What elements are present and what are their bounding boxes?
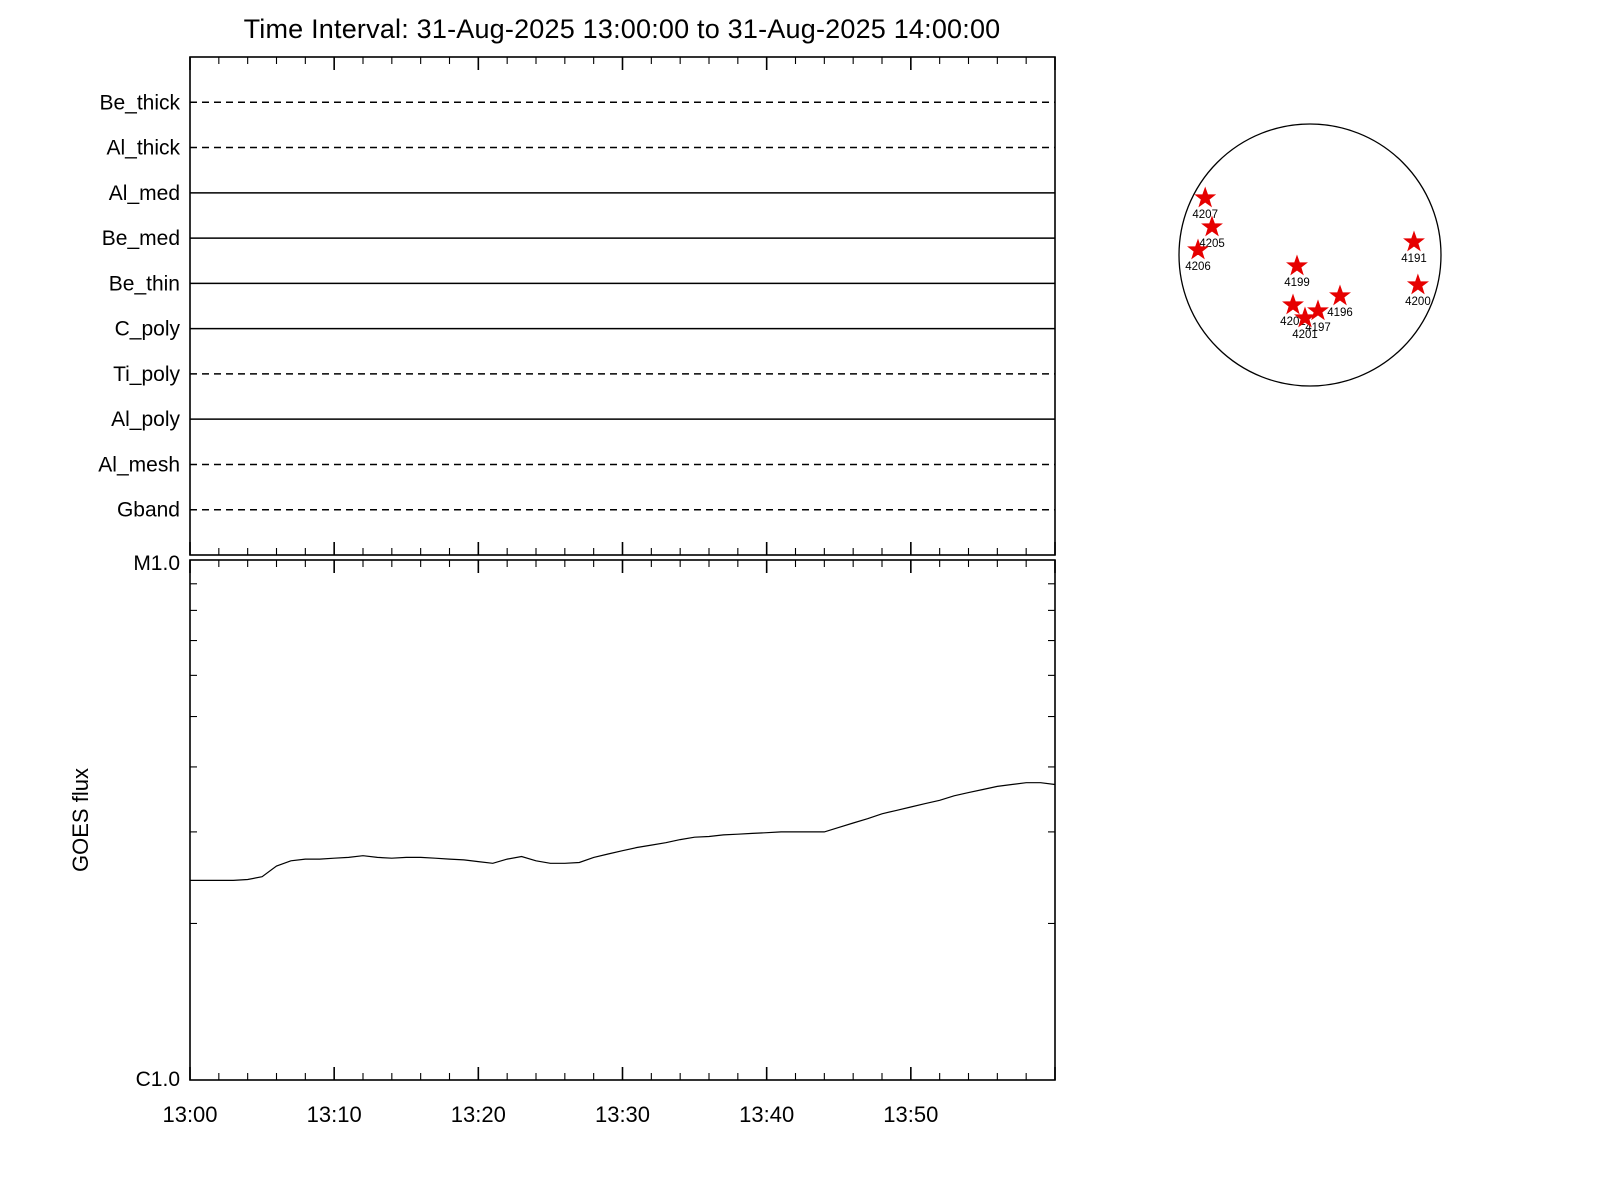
filter-label: Be_thick bbox=[99, 91, 180, 114]
filter-label: Al_med bbox=[109, 182, 180, 205]
region-label: 4206 bbox=[1185, 261, 1211, 273]
plot-title: Time Interval: 31-Aug-2025 13:00:00 to 3… bbox=[243, 14, 1001, 44]
filter-label: Be_thin bbox=[109, 272, 180, 295]
region-label: 4200 bbox=[1405, 296, 1431, 308]
region-star-4206 bbox=[1187, 238, 1209, 260]
goes-flux-line bbox=[190, 782, 1056, 882]
region-star-4205 bbox=[1201, 215, 1223, 237]
goes-panel-frame bbox=[189, 559, 1056, 1081]
x-tick-label: 13:20 bbox=[451, 1102, 506, 1127]
filter-label: Ti_poly bbox=[113, 363, 180, 386]
x-tick-label: 13:30 bbox=[595, 1102, 650, 1127]
filter-label: Be_med bbox=[102, 227, 180, 250]
filter-label: Gband bbox=[117, 499, 180, 522]
y-tick-label-bottom: C1.0 bbox=[136, 1068, 180, 1091]
goes-ylabel: GOES flux bbox=[68, 768, 93, 872]
region-label: 4196 bbox=[1327, 307, 1353, 319]
filter-label: Al_poly bbox=[111, 408, 180, 431]
region-star-4200 bbox=[1406, 273, 1429, 295]
filter-label: C_poly bbox=[115, 318, 181, 341]
y-tick-label-top: M1.0 bbox=[133, 552, 180, 575]
region-label: 4197 bbox=[1305, 322, 1331, 334]
x-tick-label: 13:00 bbox=[162, 1102, 217, 1127]
region-star-4199 bbox=[1286, 254, 1308, 276]
x-tick-label: 13:50 bbox=[883, 1102, 938, 1127]
solar-disk-circle bbox=[1178, 123, 1442, 387]
filter-label: Al_mesh bbox=[98, 453, 180, 476]
region-label: 4207 bbox=[1192, 209, 1218, 221]
region-label: 4199 bbox=[1284, 277, 1310, 289]
region-label: 4201 bbox=[1292, 329, 1318, 341]
region-star-4197 bbox=[1307, 299, 1329, 321]
x-tick-label: 13:40 bbox=[739, 1102, 794, 1127]
filter-panel-frame bbox=[189, 56, 1056, 556]
x-tick-label: 13:10 bbox=[307, 1102, 362, 1127]
region-label: 4191 bbox=[1401, 253, 1427, 265]
region-star-4196 bbox=[1329, 284, 1351, 306]
region-star-4202 bbox=[1282, 293, 1304, 315]
filter-label: Al_thick bbox=[106, 137, 180, 160]
region-star-4191 bbox=[1403, 230, 1425, 252]
region-star-4207 bbox=[1194, 186, 1217, 208]
region-star-4201 bbox=[1294, 306, 1316, 328]
